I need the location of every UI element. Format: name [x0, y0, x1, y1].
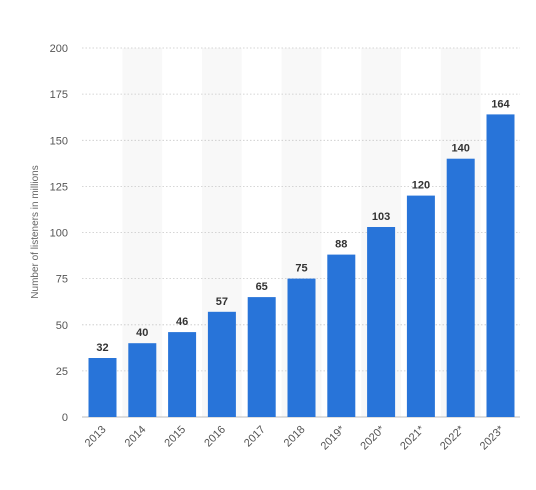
bar	[88, 358, 117, 417]
bar	[128, 343, 157, 417]
data-label: 40	[136, 327, 148, 339]
bar	[446, 158, 475, 417]
x-tick-label: 2014	[123, 424, 149, 450]
x-tick-label: 2020*	[358, 423, 387, 452]
x-tick-label: 2013	[83, 424, 109, 450]
data-label: 46	[176, 316, 188, 328]
bars	[88, 114, 515, 418]
x-tick-label: 2021*	[398, 423, 427, 452]
bar	[287, 278, 316, 417]
y-tick-label: 150	[50, 135, 68, 147]
bar	[327, 254, 356, 417]
x-tick-label: 2016	[202, 424, 228, 450]
y-tick-label: 100	[50, 228, 68, 240]
x-tick-label: 2019*	[319, 423, 348, 452]
data-label: 75	[295, 263, 307, 275]
y-tick-label: 0	[62, 412, 68, 424]
x-tick-label: 2023*	[478, 423, 507, 452]
x-tick-label: 2015	[162, 424, 188, 450]
bar	[486, 114, 515, 418]
data-label: 65	[256, 281, 268, 293]
y-axis-title: Number of listeners in millions	[30, 165, 41, 298]
y-tick-label: 75	[56, 274, 68, 286]
bar	[247, 297, 276, 417]
x-tick-label: 2022*	[438, 423, 467, 452]
x-axis-ticks: 2013 2014 2015 2016 2017 2018 2019* 2020* 2021* 2…	[83, 423, 507, 452]
data-label: 164	[491, 98, 510, 110]
y-axis-ticks: 0 25 50 75 100 125 150 175 200	[50, 43, 68, 424]
y-tick-label: 25	[56, 366, 68, 378]
data-label: 120	[412, 180, 430, 192]
y-tick-label: 125	[50, 181, 68, 193]
bar	[168, 332, 197, 417]
y-tick-label: 200	[50, 43, 68, 55]
y-tick-label: 175	[50, 89, 68, 101]
data-label: 88	[335, 239, 347, 251]
x-tick-label: 2018	[282, 424, 308, 450]
bar	[406, 195, 435, 417]
data-label: 57	[216, 296, 228, 308]
bar	[207, 311, 236, 417]
data-label: 32	[96, 342, 108, 354]
y-tick-label: 50	[56, 320, 68, 332]
bar	[367, 227, 396, 417]
x-tick-label: 2017	[242, 424, 268, 450]
data-labels: 32 40 46 57 65 75 88 103 120 140 164	[96, 98, 510, 354]
data-label: 140	[452, 143, 470, 155]
data-label: 103	[372, 211, 390, 223]
